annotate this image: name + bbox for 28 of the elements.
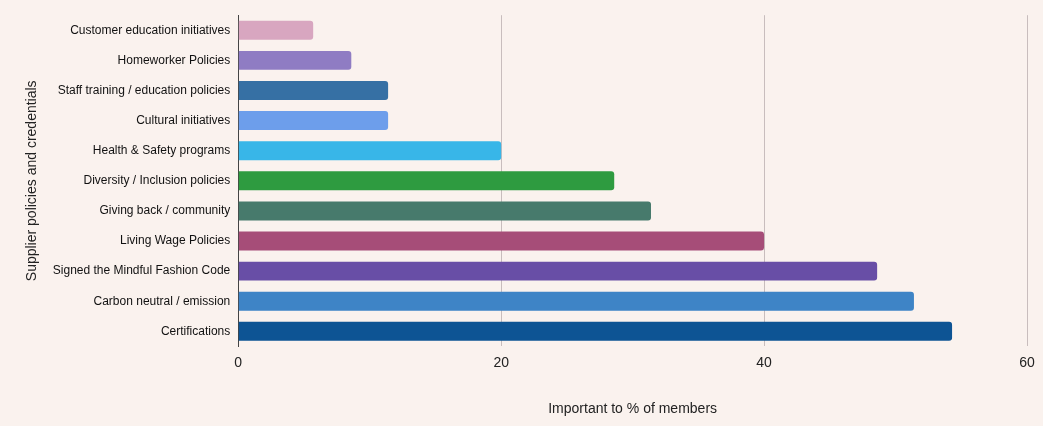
bar bbox=[238, 231, 765, 251]
bar bbox=[238, 20, 314, 40]
y-tick-label: Homeworker Policies bbox=[117, 52, 231, 67]
x-tick-label: 0 bbox=[234, 353, 243, 370]
x-tick-label: 60 bbox=[1019, 353, 1035, 370]
x-tick-label: 20 bbox=[493, 353, 510, 370]
y-tick-label: Living Wage Policies bbox=[119, 233, 231, 248]
bar bbox=[238, 201, 652, 221]
bar bbox=[238, 291, 914, 311]
y-tick-label: Health & Safety programs bbox=[92, 143, 231, 157]
y-tick-label: Certifications bbox=[160, 323, 231, 338]
bar bbox=[238, 171, 615, 191]
y-tick-label: Diversity / Inclusion policies bbox=[83, 173, 231, 188]
x-tick-label: 40 bbox=[756, 353, 773, 370]
y-tick-label: Customer education initiatives bbox=[70, 22, 231, 37]
y-tick-label: Giving back / community bbox=[99, 203, 231, 218]
x-axis-title: Important to % of members bbox=[548, 400, 718, 417]
y-tick-label: Carbon neutral / emission bbox=[93, 293, 231, 308]
bar bbox=[238, 261, 878, 281]
y-tick-label: Staff training / education policies bbox=[57, 82, 231, 97]
y-tick-label: Cultural initiatives bbox=[136, 112, 231, 127]
bar bbox=[238, 321, 953, 341]
bar bbox=[238, 141, 502, 161]
bar bbox=[238, 50, 352, 70]
y-axis-title: Supplier policies and credentials bbox=[23, 80, 40, 282]
bar bbox=[238, 111, 389, 131]
bar bbox=[238, 80, 389, 100]
y-tick-label: Signed the Mindful Fashion Code bbox=[52, 263, 231, 278]
